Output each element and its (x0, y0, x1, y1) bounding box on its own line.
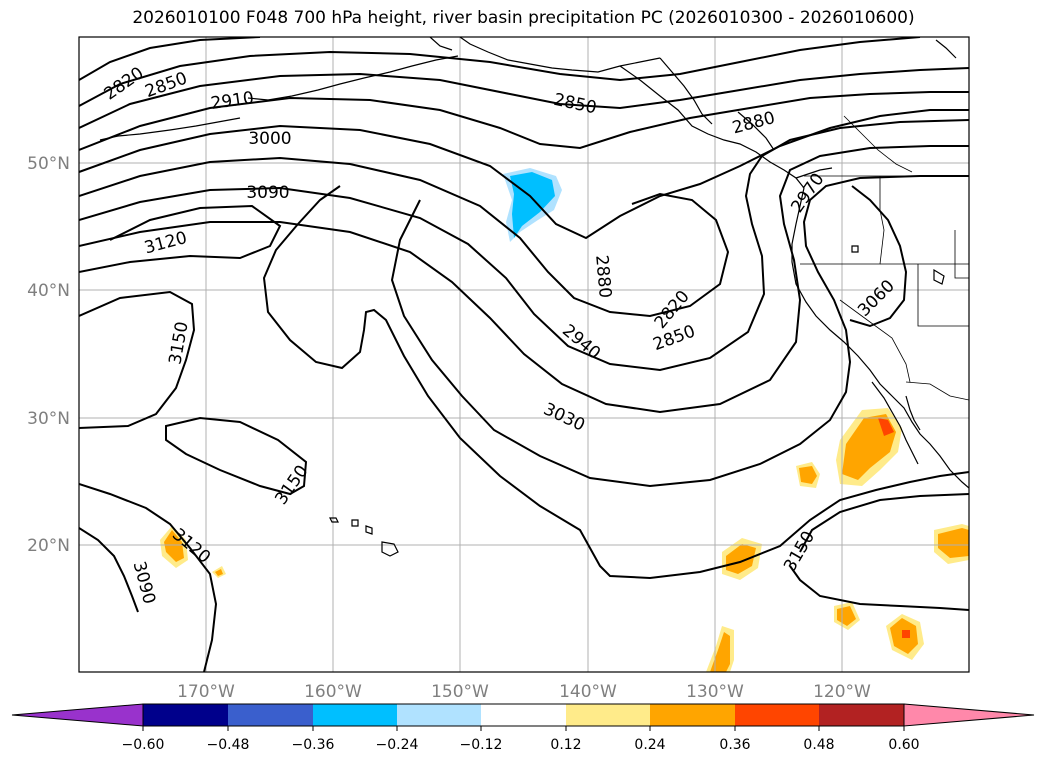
page-title: 2026010100 F048 700 hPa height, river ba… (132, 8, 915, 28)
map-border (78, 36, 970, 673)
lat-label-30n: 30°N (27, 409, 70, 429)
lon-label-160w: 160°W (304, 682, 362, 702)
colorbar-cell (566, 704, 650, 726)
colorbar-tick-label: 0.60 (888, 737, 919, 753)
lon-label-120w: 120°W (813, 682, 871, 702)
colorbar-tick-label: −0.60 (122, 737, 165, 753)
graticule (79, 37, 969, 672)
colorbar: −0.60 −0.48 −0.36 −0.24 −0.12 0.12 0.24 … (11, 703, 1035, 753)
colorbar-tick-label: 0.48 (803, 737, 834, 753)
colorbar-cell (397, 704, 481, 726)
lat-label-20n: 20°N (27, 536, 70, 556)
colorbar-cells (11, 703, 1035, 727)
longitude-labels: 170°W 160°W 150°W 140°W 130°W 120°W (177, 682, 871, 702)
colorbar-cell (481, 704, 566, 726)
contour-label: 3090 (246, 183, 289, 203)
lat-label-40n: 40°N (27, 281, 70, 301)
colorbar-tick-label: −0.24 (376, 737, 419, 753)
lon-label-130w: 130°W (686, 682, 744, 702)
political-borders (800, 115, 969, 401)
colorbar-tick-label: 0.36 (719, 737, 750, 753)
colorbar-extend-low (11, 703, 144, 727)
colorbar-ticks (142, 726, 905, 731)
height-contours (79, 37, 969, 672)
colorbar-cell (819, 704, 904, 726)
colorbar-tick-label: 0.24 (634, 737, 665, 753)
lon-label-170w: 170°W (177, 682, 235, 702)
latitude-labels: 50°N 40°N 30°N 20°N (27, 154, 70, 556)
colorbar-cell (313, 704, 397, 726)
colorbar-tick-label: −0.48 (207, 737, 250, 753)
lat-label-50n: 50°N (27, 154, 70, 174)
colorbar-tick-label: 0.12 (550, 737, 581, 753)
contour-label: 3000 (248, 129, 291, 149)
lon-label-150w: 150°W (431, 682, 489, 702)
colorbar-tick-label: −0.12 (460, 737, 503, 753)
colorbar-tick-label: −0.36 (292, 737, 335, 753)
contour-label: 2880 (591, 254, 615, 299)
colorbar-extend-high (903, 703, 1035, 727)
lon-label-140w: 140°W (559, 682, 617, 702)
colorbar-cell (143, 704, 228, 726)
colorbar-cell (228, 704, 313, 726)
colorbar-cell (735, 704, 819, 726)
colorbar-cell (650, 704, 735, 726)
